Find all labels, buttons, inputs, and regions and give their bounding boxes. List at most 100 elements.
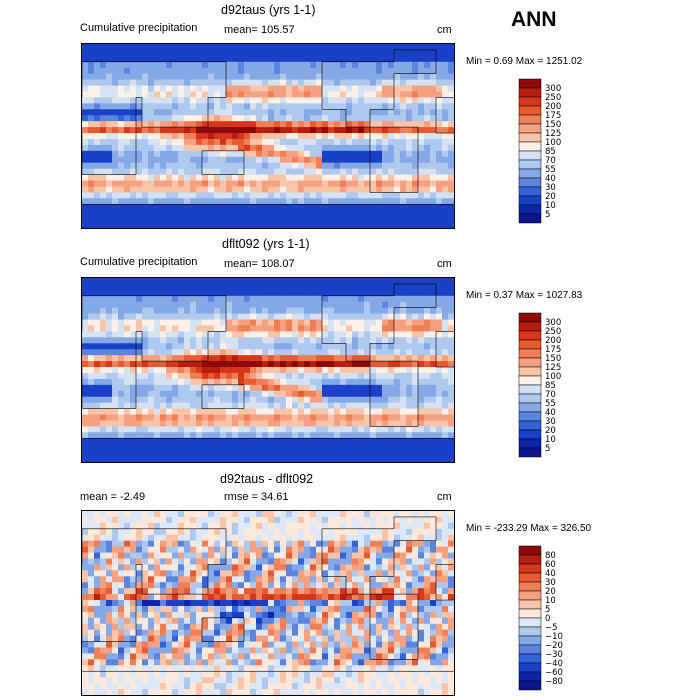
colorbar-level-label: 125 [545, 363, 561, 373]
panel2-minmax: Min = 0.37 Max = 1027.83 [466, 290, 583, 301]
panel2-map [81, 277, 455, 463]
colorbar-level-label: −60 [545, 668, 563, 678]
colorbar-box [518, 114, 542, 125]
colorbar-box [518, 78, 542, 89]
colorbar-level-label: −40 [545, 659, 563, 669]
colorbar-level-label: 10 [545, 201, 556, 211]
colorbar-level-label: −80 [545, 677, 563, 687]
colorbar-level-label: 100 [545, 372, 561, 382]
colorbar-box [518, 411, 542, 422]
colorbar-box [518, 402, 542, 413]
colorbar-box [518, 420, 542, 431]
colorbar-box [518, 186, 542, 197]
colorbar-level-label: 0 [545, 614, 550, 624]
colorbar-level-label: 5 [545, 210, 550, 220]
colorbar-level-label: 175 [545, 111, 561, 121]
colorbar-level-label: 55 [545, 399, 556, 409]
colorbar-level-label: 30 [545, 417, 556, 427]
colorbar-level-label: 20 [545, 426, 556, 436]
colorbar-level-label: 125 [545, 129, 561, 139]
colorbar-level-label: 55 [545, 165, 556, 175]
colorbar-box [518, 357, 542, 368]
colorbar-level-label: 40 [545, 569, 556, 579]
coastline [82, 49, 454, 205]
panel1-units: cm [437, 24, 452, 36]
panel2-colorbar: 300 250 200 175 150 125 100 85 70 55 40 30 20 10 5 [518, 312, 579, 461]
panel3-minmax: Min = -233.29 Max = 326.50 [466, 523, 592, 534]
precip-field [82, 44, 454, 228]
coastline [82, 516, 454, 672]
colorbar-box [518, 330, 542, 341]
colorbar-box [518, 554, 542, 565]
colorbar-level-label: 150 [545, 120, 561, 130]
panel2-left-label: Cumulative precipitation [80, 256, 198, 268]
colorbar-box [518, 626, 542, 637]
colorbar-box [518, 563, 542, 574]
colorbar-box [518, 653, 542, 664]
panel3-map-svg [82, 511, 454, 695]
colorbar-level-label: 200 [545, 336, 561, 346]
colorbar-box [518, 141, 542, 152]
colorbar-level-label: 20 [545, 192, 556, 202]
colorbar-box [518, 366, 542, 377]
colorbar-level-label: 100 [545, 138, 561, 148]
panel3-map [81, 510, 455, 696]
colorbar-level-label: −10 [545, 632, 563, 642]
coastline [82, 283, 454, 439]
panel2-map-svg [82, 278, 454, 462]
colorbar-level-label: 30 [545, 183, 556, 193]
colorbar-box [518, 617, 542, 628]
colorbar-level-label: 5 [545, 605, 550, 615]
panel3-rmse-label: rmse = 34.61 [224, 491, 289, 503]
panel3-mean-label: mean = -2.49 [80, 491, 146, 503]
colorbar-box [518, 159, 542, 170]
colorbar-box [518, 581, 542, 592]
panel1-colorbar: 300 250 200 175 150 125 100 85 70 55 40 30 20 10 5 [518, 78, 579, 227]
season-label: ANN [511, 8, 557, 31]
colorbar-box [518, 384, 542, 395]
colorbar-level-label: 60 [545, 560, 556, 570]
colorbar-box [518, 123, 542, 134]
panel3-units: cm [437, 491, 452, 503]
panel1-minmax: Min = 0.69 Max = 1251.02 [466, 56, 583, 67]
colorbar-box [518, 635, 542, 646]
colorbar-level-label: 40 [545, 174, 556, 184]
colorbar-level-label: 80 [545, 551, 556, 561]
panel1-title: d92taus (yrs 1-1) [221, 3, 316, 17]
panel1-map-svg [82, 44, 454, 228]
colorbar-box [518, 671, 542, 682]
colorbar-level-label: 175 [545, 345, 561, 355]
colorbar-box [518, 393, 542, 404]
colorbar-level-label: 5 [545, 444, 550, 454]
colorbar-box [518, 348, 542, 359]
colorbar-box [518, 375, 542, 386]
colorbar-level-label: 300 [545, 84, 561, 94]
panel1-left-label: Cumulative precipitation [80, 22, 198, 34]
colorbar-box [518, 312, 542, 323]
precip-field [82, 511, 454, 695]
colorbar-box [518, 213, 542, 224]
colorbar-box [518, 680, 542, 691]
colorbar-level-label: 85 [545, 381, 556, 391]
colorbar-box [518, 177, 542, 188]
panel1-mean-label: mean= 105.57 [224, 24, 295, 36]
colorbar-level-label: 200 [545, 102, 561, 112]
colorbar-box [518, 321, 542, 332]
colorbar-box [518, 590, 542, 601]
colorbar-box [518, 599, 542, 610]
colorbar-box [518, 644, 542, 655]
panel2-units: cm [437, 258, 452, 270]
panel3-colorbar: 80 60 40 30 20 10 5 0 −5 −10 −20 −30 −40 −60 −80 [518, 545, 579, 694]
colorbar-level-label: 10 [545, 596, 556, 606]
colorbar-box [518, 662, 542, 673]
colorbar-level-label: −30 [545, 650, 563, 660]
colorbar-box [518, 608, 542, 619]
colorbar-box [518, 87, 542, 98]
panel1-map [81, 43, 455, 229]
precip-field [82, 278, 454, 462]
colorbar-box [518, 96, 542, 107]
colorbar-level-label: 10 [545, 435, 556, 445]
